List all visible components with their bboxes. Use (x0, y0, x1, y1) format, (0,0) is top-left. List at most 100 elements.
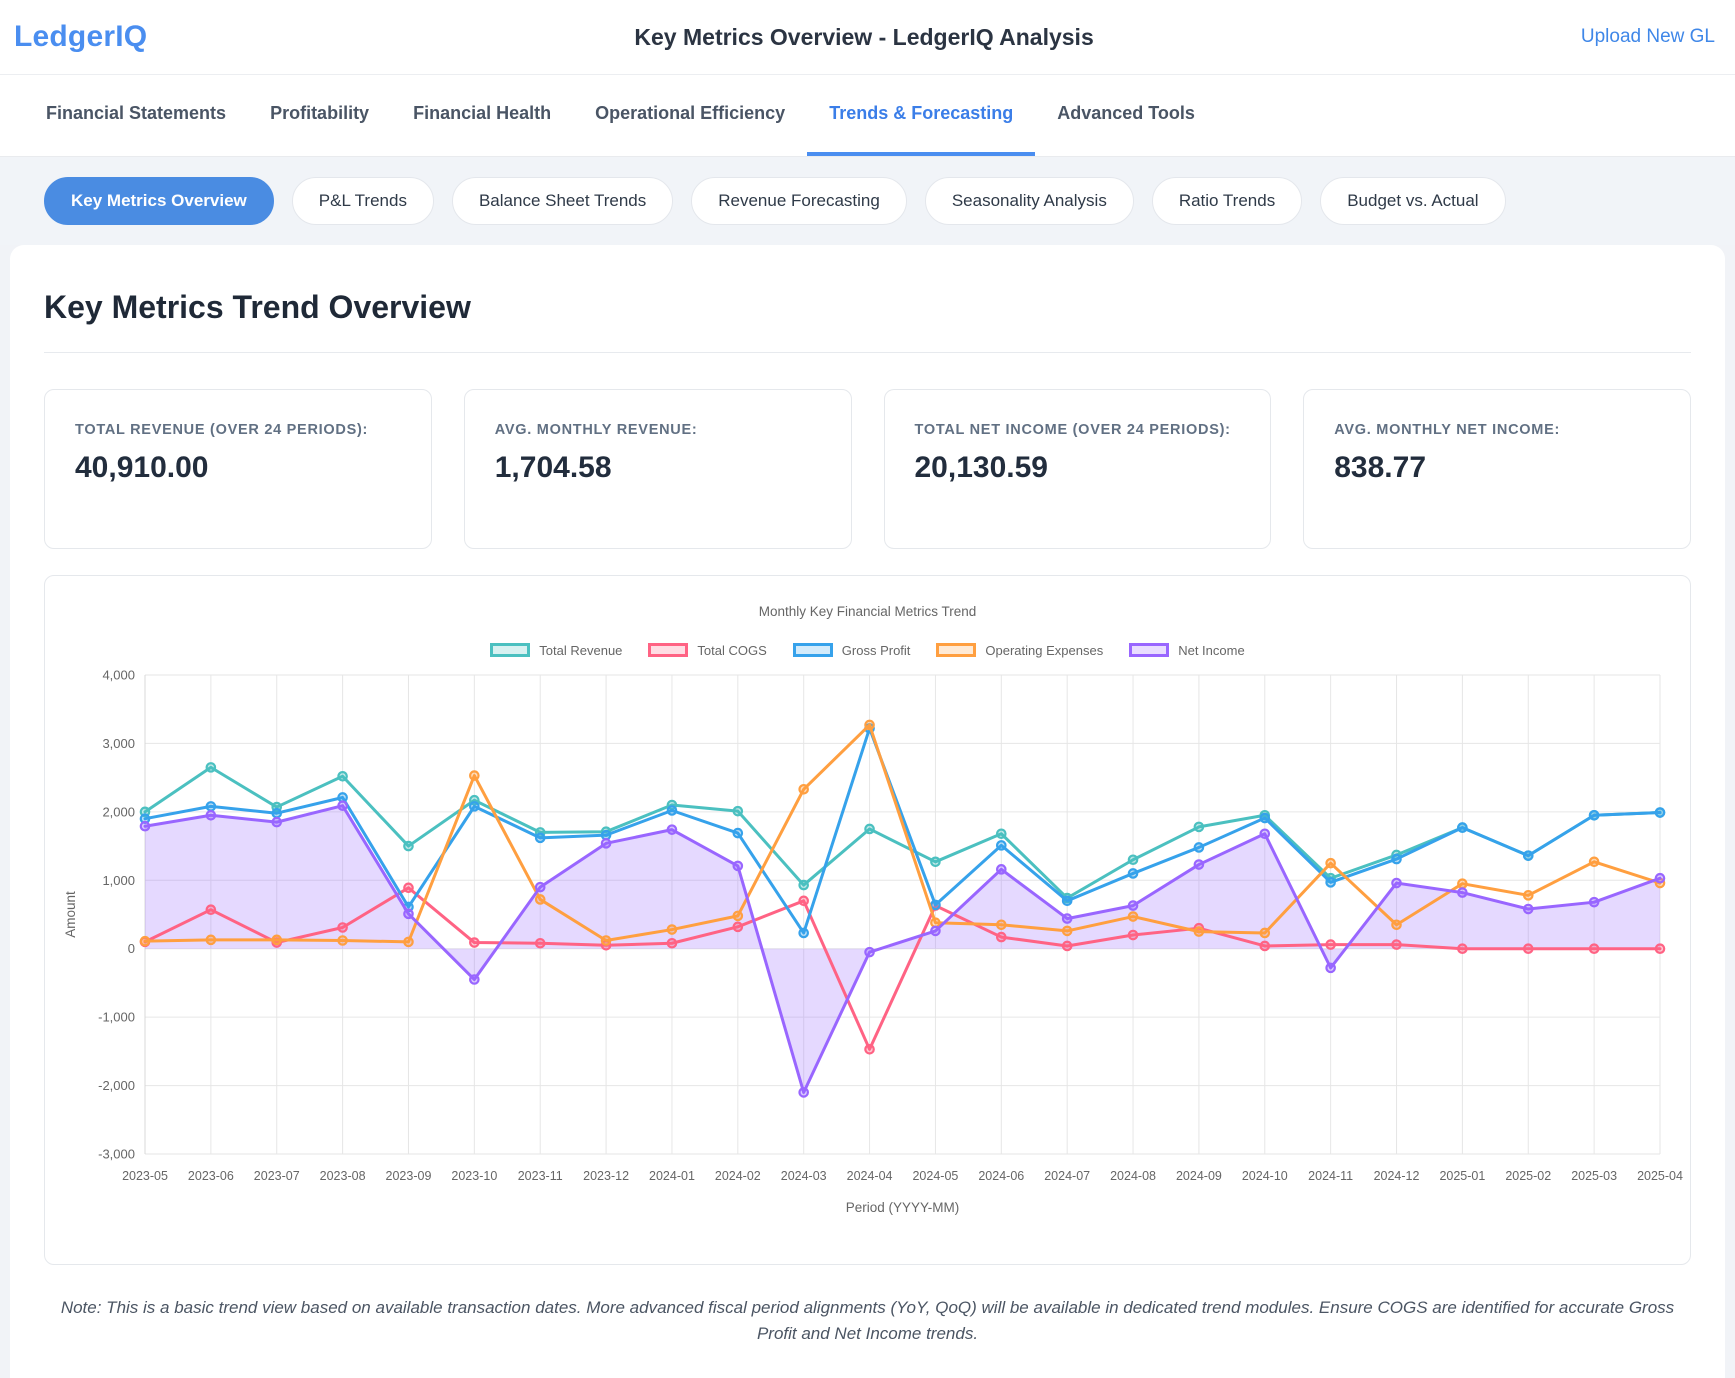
data-point-net-income[interactable] (139, 820, 151, 832)
data-point-gross-profit[interactable] (1193, 842, 1205, 853)
data-point-operating-expenses[interactable] (271, 934, 283, 946)
data-point-net-income[interactable] (1127, 900, 1139, 911)
legend-item-operating-expenses[interactable]: Operating Expenses (936, 643, 1103, 658)
data-point-total-cogs[interactable] (469, 937, 480, 948)
data-point-gross-profit[interactable] (205, 801, 217, 812)
data-point-gross-profit[interactable] (666, 805, 678, 816)
data-point-net-income[interactable] (864, 946, 875, 958)
data-point-total-revenue[interactable] (1127, 854, 1139, 866)
tab-operational-efficiency[interactable]: Operational Efficiency (595, 103, 786, 123)
pill-ratio-trends[interactable]: Ratio Trends (1151, 177, 1303, 225)
data-point-operating-expenses[interactable] (205, 934, 217, 946)
data-point-total-cogs[interactable] (534, 937, 546, 949)
data-point-net-income[interactable] (1259, 828, 1271, 840)
upload-new-gl-link[interactable]: Upload New GL (1580, 26, 1715, 47)
tab-profitability[interactable]: Profitability (270, 103, 370, 123)
data-point-net-income[interactable] (1588, 896, 1600, 908)
data-point-net-income[interactable] (1522, 903, 1534, 915)
data-point-operating-expenses[interactable] (1457, 878, 1468, 890)
tab-advanced-tools[interactable]: Advanced Tools (1057, 103, 1195, 123)
data-point-gross-profit[interactable] (1259, 812, 1271, 824)
data-point-net-income[interactable] (403, 908, 414, 920)
data-point-operating-expenses[interactable] (1193, 926, 1205, 937)
data-point-net-income[interactable] (1193, 859, 1205, 870)
pill-revenue-forecasting[interactable]: Revenue Forecasting (691, 177, 907, 225)
data-point-net-income[interactable] (469, 974, 480, 985)
data-point-gross-profit[interactable] (1588, 809, 1600, 821)
legend-item-total-revenue[interactable]: Total Revenue (490, 643, 622, 658)
tab-financial-statements[interactable]: Financial Statements (46, 103, 227, 123)
data-point-total-revenue[interactable] (1193, 821, 1205, 833)
data-point-total-revenue[interactable] (798, 879, 809, 891)
data-point-net-income[interactable] (1391, 877, 1402, 889)
data-point-operating-expenses[interactable] (534, 894, 546, 905)
data-point-gross-profit[interactable] (732, 827, 744, 839)
pill-key-metrics-overview[interactable]: Key Metrics Overview (44, 177, 274, 225)
data-point-total-cogs[interactable] (1259, 940, 1271, 952)
data-point-net-income[interactable] (1325, 962, 1336, 974)
data-point-operating-expenses[interactable] (1259, 927, 1271, 939)
data-point-gross-profit[interactable] (798, 927, 809, 939)
data-point-operating-expenses[interactable] (1061, 925, 1073, 937)
data-point-total-cogs[interactable] (798, 895, 809, 907)
data-point-total-cogs[interactable] (1127, 929, 1139, 941)
data-point-operating-expenses[interactable] (1522, 890, 1534, 901)
data-point-total-cogs[interactable] (732, 921, 744, 933)
data-point-total-cogs[interactable] (864, 1044, 875, 1055)
data-point-net-income[interactable] (732, 860, 744, 872)
tab-trends-forecasting[interactable]: Trends & Forecasting (807, 75, 1036, 156)
data-point-total-cogs[interactable] (1391, 939, 1402, 950)
data-point-total-cogs[interactable] (1654, 943, 1666, 955)
data-point-operating-expenses[interactable] (469, 770, 480, 781)
data-point-operating-expenses[interactable] (864, 719, 875, 731)
chart-area[interactable]: 4,000 3,000 2,000 1,000 0 -1,000 -2,000 -3,000 2… (45, 667, 1690, 1240)
data-point-total-cogs[interactable] (403, 882, 414, 894)
data-point-gross-profit[interactable] (1325, 877, 1336, 888)
data-point-total-cogs[interactable] (1457, 943, 1468, 955)
data-point-gross-profit[interactable] (930, 899, 941, 911)
data-point-net-income[interactable] (666, 824, 678, 835)
data-point-total-revenue[interactable] (996, 828, 1007, 840)
pill-budget-vs-actual[interactable]: Budget vs. Actual (1320, 177, 1506, 225)
tab-financial-health[interactable]: Financial Health (413, 103, 552, 123)
data-point-gross-profit[interactable] (1061, 895, 1073, 907)
data-point-net-income[interactable] (600, 838, 612, 849)
data-point-total-cogs[interactable] (1061, 940, 1073, 952)
data-point-total-cogs[interactable] (337, 922, 348, 933)
data-point-total-revenue[interactable] (930, 856, 941, 868)
data-point-net-income[interactable] (534, 881, 546, 893)
data-point-gross-profit[interactable] (996, 840, 1007, 851)
pill-balance-sheet-trends[interactable]: Balance Sheet Trends (451, 177, 674, 225)
data-point-net-income[interactable] (930, 925, 941, 937)
data-point-net-income[interactable] (205, 809, 217, 821)
data-point-operating-expenses[interactable] (403, 936, 414, 948)
data-point-operating-expenses[interactable] (666, 924, 678, 935)
data-point-net-income[interactable] (1654, 872, 1666, 884)
data-point-net-income[interactable] (996, 864, 1007, 875)
data-point-net-income[interactable] (337, 800, 348, 811)
data-point-operating-expenses[interactable] (732, 910, 744, 922)
data-point-operating-expenses[interactable] (798, 783, 809, 795)
data-point-operating-expenses[interactable] (337, 935, 348, 946)
data-point-gross-profit[interactable] (469, 801, 480, 812)
data-point-gross-profit[interactable] (271, 807, 283, 819)
data-point-gross-profit[interactable] (1127, 868, 1139, 879)
data-point-net-income[interactable] (271, 816, 283, 828)
data-point-total-revenue[interactable] (205, 762, 217, 773)
data-point-total-revenue[interactable] (403, 840, 414, 852)
data-point-total-cogs[interactable] (996, 931, 1007, 943)
data-point-gross-profit[interactable] (1522, 850, 1534, 861)
data-point-gross-profit[interactable] (1654, 807, 1666, 818)
data-point-total-revenue[interactable] (732, 805, 744, 817)
data-point-operating-expenses[interactable] (1391, 919, 1402, 931)
data-point-operating-expenses[interactable] (600, 935, 612, 946)
legend-item-total-cogs[interactable]: Total COGS (648, 643, 767, 658)
data-point-net-income[interactable] (1061, 913, 1073, 924)
data-point-operating-expenses[interactable] (1127, 911, 1139, 922)
data-point-total-revenue[interactable] (864, 823, 875, 835)
data-point-total-cogs[interactable] (205, 904, 217, 916)
data-point-total-cogs[interactable] (1325, 939, 1336, 950)
data-point-total-cogs[interactable] (666, 937, 678, 949)
data-point-total-cogs[interactable] (1588, 943, 1600, 955)
data-point-gross-profit[interactable] (534, 832, 546, 844)
